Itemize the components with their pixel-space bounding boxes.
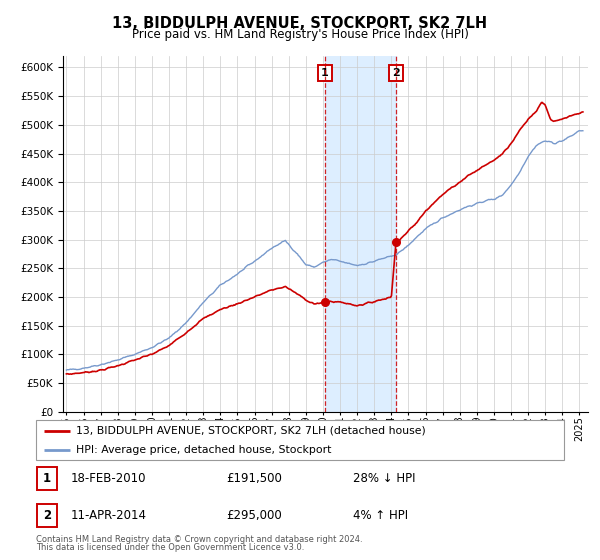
FancyBboxPatch shape [37, 505, 57, 527]
Text: 18-FEB-2010: 18-FEB-2010 [70, 472, 146, 485]
Text: 11-APR-2014: 11-APR-2014 [70, 509, 146, 522]
Text: £191,500: £191,500 [226, 472, 282, 485]
Text: £295,000: £295,000 [226, 509, 282, 522]
FancyBboxPatch shape [37, 467, 57, 489]
Text: 13, BIDDULPH AVENUE, STOCKPORT, SK2 7LH (detached house): 13, BIDDULPH AVENUE, STOCKPORT, SK2 7LH … [76, 426, 425, 436]
FancyBboxPatch shape [36, 420, 564, 460]
Text: This data is licensed under the Open Government Licence v3.0.: This data is licensed under the Open Gov… [36, 543, 304, 552]
Text: 2: 2 [43, 509, 51, 522]
Text: Price paid vs. HM Land Registry's House Price Index (HPI): Price paid vs. HM Land Registry's House … [131, 28, 469, 41]
Text: 13, BIDDULPH AVENUE, STOCKPORT, SK2 7LH: 13, BIDDULPH AVENUE, STOCKPORT, SK2 7LH [112, 16, 488, 31]
Text: 4% ↑ HPI: 4% ↑ HPI [353, 509, 408, 522]
Text: HPI: Average price, detached house, Stockport: HPI: Average price, detached house, Stoc… [76, 445, 331, 455]
Text: Contains HM Land Registry data © Crown copyright and database right 2024.: Contains HM Land Registry data © Crown c… [36, 535, 362, 544]
Text: 1: 1 [43, 472, 51, 485]
Text: 1: 1 [321, 68, 329, 78]
Text: 28% ↓ HPI: 28% ↓ HPI [353, 472, 415, 485]
Text: 2: 2 [392, 68, 400, 78]
Bar [325, 56, 396, 412]
